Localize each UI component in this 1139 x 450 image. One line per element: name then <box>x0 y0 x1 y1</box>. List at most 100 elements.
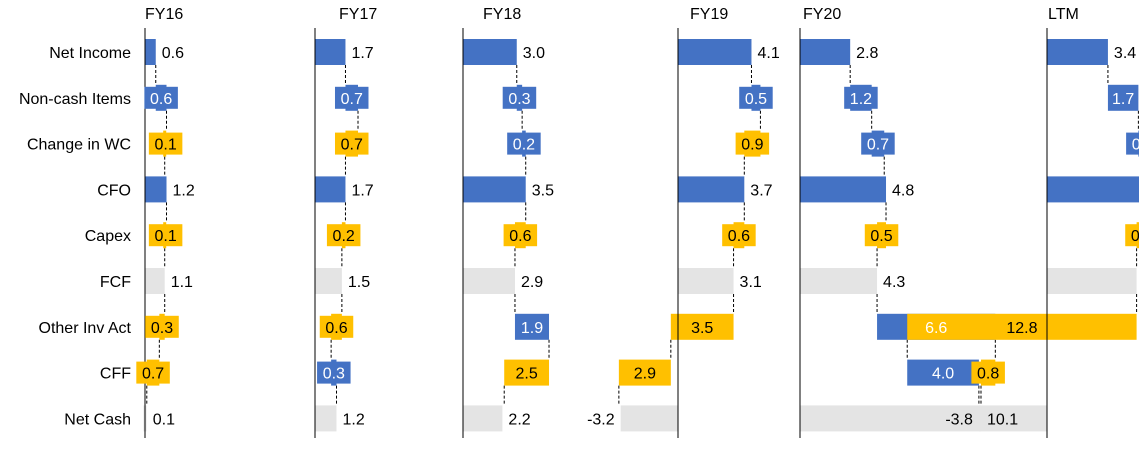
data-label: 0.7 <box>867 137 889 154</box>
data-label: 0.6 <box>325 320 347 337</box>
bar <box>800 39 851 65</box>
data-label: 0.1 <box>154 228 176 245</box>
data-label: 1.2 <box>343 411 365 428</box>
data-label: 2.5 <box>515 366 537 383</box>
bar <box>800 176 887 203</box>
bar <box>800 405 981 432</box>
label-box <box>735 132 770 155</box>
panel-title: FY18 <box>483 6 521 23</box>
data-label: 3.4 <box>1114 45 1136 62</box>
data-label: 3.5 <box>532 182 554 199</box>
category-label: Net Income <box>49 45 131 62</box>
category-label: Other Inv Act <box>39 320 132 337</box>
bar <box>1047 176 1139 203</box>
category-label: Change in WC <box>27 137 131 154</box>
category-label: Net Cash <box>64 411 131 428</box>
data-label: 1.7 <box>351 45 373 62</box>
data-label: 2.2 <box>508 411 530 428</box>
label-box <box>136 361 170 384</box>
data-label: 0.6 <box>162 45 184 62</box>
data-label: 1.1 <box>171 274 193 291</box>
bar <box>670 313 734 340</box>
data-label: 4.1 <box>757 45 779 62</box>
label-box <box>1126 132 1139 155</box>
data-label: 12.8 <box>1006 320 1037 337</box>
bar <box>678 176 745 203</box>
data-label: 1.2 <box>850 91 872 108</box>
data-label: 3.1 <box>740 274 762 291</box>
data-label: 0.7 <box>142 366 164 383</box>
category-label: Capex <box>85 228 131 245</box>
bar <box>315 176 346 203</box>
data-label: -3.8 <box>945 411 973 428</box>
data-label: 2.8 <box>856 45 878 62</box>
bar <box>463 268 515 294</box>
category-labels: Net Income Non-cash Items Change in WC CFO C… <box>19 45 132 428</box>
data-label: 0.3 <box>323 366 345 383</box>
data-label: 0.7 <box>341 137 363 154</box>
panel-titles: FY16 FY17 FY18 FY19 FY20 LTM <box>145 6 1079 23</box>
data-label: 6.6 <box>925 320 947 337</box>
data-label: 0.2 <box>513 137 535 154</box>
label-box <box>334 86 369 109</box>
data-label: 1.2 <box>173 182 195 199</box>
data-label: 0.7 <box>341 91 363 108</box>
data-label: 1.7 <box>351 182 373 199</box>
data-label: 1.9 <box>521 320 543 337</box>
bar <box>145 39 156 65</box>
category-label: CFO <box>97 182 131 199</box>
data-label: 1.5 <box>348 274 370 291</box>
data-label: 2.9 <box>634 366 656 383</box>
category-label: CFF <box>100 366 131 383</box>
panel-title: FY20 <box>803 6 841 23</box>
connector-lines <box>146 65 1139 406</box>
data-label: 0.6 <box>509 228 531 245</box>
bar <box>315 405 337 432</box>
label-box <box>326 224 361 247</box>
category-label: Non-cash Items <box>19 91 131 108</box>
data-label: 0.5 <box>870 228 892 245</box>
bar <box>978 405 1047 432</box>
label-box <box>145 315 179 338</box>
bar <box>504 359 550 386</box>
data-label: 0.1 <box>153 411 175 428</box>
label-box <box>1125 224 1139 247</box>
bar <box>620 405 678 432</box>
bar <box>800 268 878 294</box>
label-box <box>144 86 178 109</box>
panel-title: LTM <box>1048 6 1079 23</box>
data-label: 0.6 <box>728 228 750 245</box>
data-label: 0.3 <box>151 320 173 337</box>
data-label: -3.2 <box>587 411 615 428</box>
data-label: 0.5 <box>745 91 767 108</box>
data-label: 3.7 <box>750 182 772 199</box>
bar <box>1047 268 1137 294</box>
bar <box>1107 84 1139 111</box>
bar <box>907 313 1137 340</box>
bar <box>678 268 734 294</box>
data-label: 3.0 <box>523 45 545 62</box>
data-label: 0.1 <box>154 137 176 154</box>
data-labels: 0.6 0.6 0.1 1.2 0.1 1.1 0.3 0.7 0.1 1.7 0.7 0.7 1.7 0… <box>136 45 1139 428</box>
panel-title: FY17 <box>339 6 377 23</box>
data-label: 0.8 <box>977 366 999 383</box>
label-box <box>334 132 369 155</box>
panel-title: FY16 <box>145 6 183 23</box>
bar <box>315 39 346 65</box>
label-box <box>971 361 1005 384</box>
label-box <box>861 132 895 155</box>
label-box <box>722 224 756 247</box>
bar <box>514 313 550 340</box>
data-label: 0.6 <box>150 91 172 108</box>
label-box <box>317 361 351 384</box>
data-label: 4.8 <box>892 182 914 199</box>
label-box <box>739 86 773 109</box>
label-box <box>148 224 183 247</box>
bar <box>463 176 526 203</box>
bar <box>145 176 167 203</box>
data-label: 0.3 <box>508 91 530 108</box>
bar <box>315 268 342 294</box>
label-box <box>844 86 878 109</box>
bar <box>463 39 517 65</box>
